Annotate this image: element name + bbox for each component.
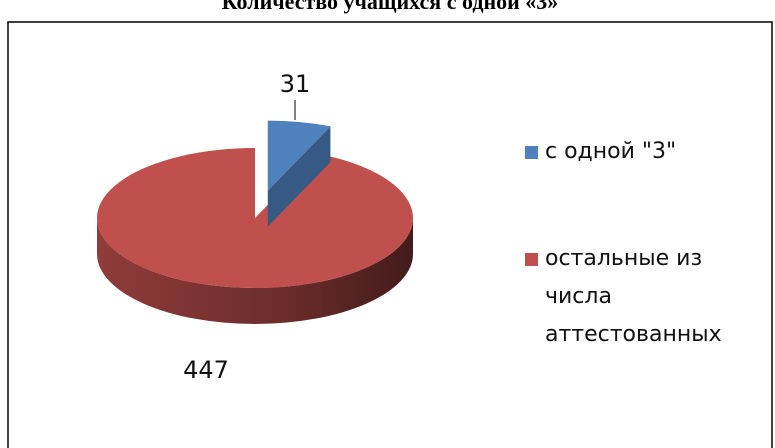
legend-label: с одной "3": [545, 139, 677, 164]
data-label: 447: [183, 356, 229, 384]
chart-title: Количество учащихся с одной «3»: [222, 0, 559, 14]
data-label: 31: [280, 70, 311, 98]
slice-side: [97, 218, 413, 324]
slice-cut: [267, 126, 331, 227]
legend-label: остальные из числа аттестованных: [545, 246, 722, 347]
pie-slice: [96, 148, 413, 324]
slice-top: [267, 120, 331, 191]
chart-frame: [7, 21, 773, 448]
legend-swatch: [525, 253, 538, 266]
legend-swatch: [525, 146, 538, 159]
slice-top: [96, 148, 413, 288]
pie-slice: [267, 120, 331, 227]
